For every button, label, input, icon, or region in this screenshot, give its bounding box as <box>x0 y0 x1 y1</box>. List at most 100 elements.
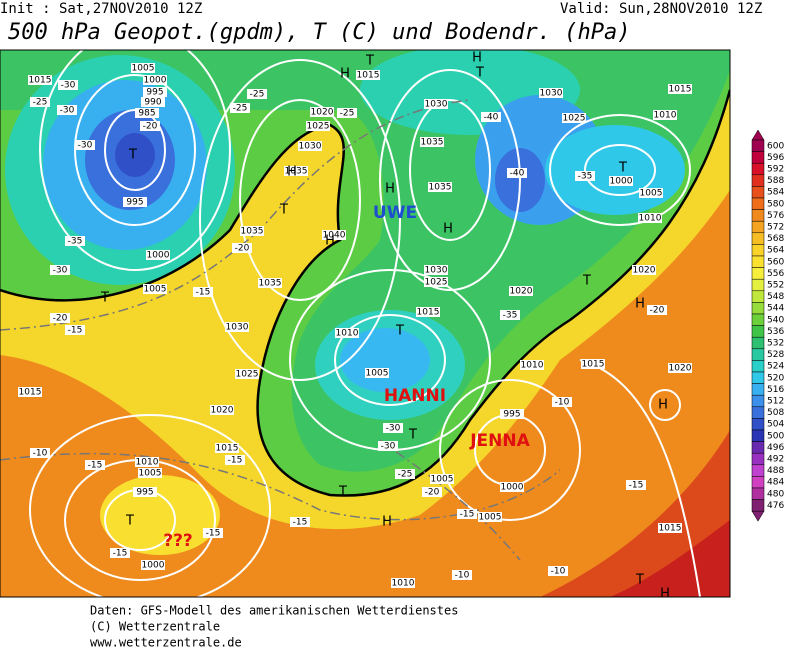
isobar-label: 1035 <box>285 167 308 177</box>
label-box <box>28 75 52 85</box>
pressure-center: T <box>635 573 644 588</box>
temperature-label: -25 <box>250 90 265 100</box>
footer-line: Daten: GFS-Modell des amerikanischen Wet… <box>90 604 458 618</box>
colorbar-label: 576 <box>767 211 784 221</box>
label-box <box>478 512 502 522</box>
footer-line: www.wetterzentrale.de <box>90 636 242 648</box>
label-box <box>609 176 633 186</box>
temperature-label: -10 <box>455 571 470 581</box>
colorbar-swatch <box>751 197 765 210</box>
colorbar-label: 588 <box>767 176 784 186</box>
isobar-label: 1020 <box>633 266 656 276</box>
isobar-label: 1015 <box>659 524 682 534</box>
label-box <box>18 387 42 397</box>
temperature-label: -35 <box>578 172 593 182</box>
label-box <box>30 448 50 458</box>
label-box <box>225 455 245 465</box>
pressure-center: T <box>475 66 484 81</box>
pressure-center: T <box>395 324 404 339</box>
colorbar-swatch <box>751 371 765 384</box>
isobar-label: 995 <box>503 410 520 420</box>
label-box <box>647 305 667 315</box>
colorbar-label: 556 <box>767 269 784 279</box>
label-box <box>203 528 223 538</box>
colorbar-swatch <box>751 476 765 489</box>
label-box <box>235 369 259 379</box>
colorbar-swatch <box>751 290 765 303</box>
label-box <box>240 226 264 236</box>
isobar-label: 995 <box>146 88 163 98</box>
colorbar-swatch <box>751 151 765 164</box>
label-box <box>452 570 472 580</box>
label-box <box>668 84 692 94</box>
temperature-label: -35 <box>68 237 83 247</box>
pressure-center: H <box>472 51 482 66</box>
pressure-center: T <box>100 291 109 306</box>
isobar-label: 1030 <box>299 142 322 152</box>
colorbar-label: 500 <box>767 431 784 441</box>
pressure-center: H <box>340 67 350 82</box>
map-title: 500 hPa Geopot.(gpdm), T (C) und Bodendr… <box>8 20 631 45</box>
pressure-center: H <box>385 182 395 197</box>
pressure-center: H <box>658 398 668 413</box>
label-box <box>430 474 454 484</box>
label-box <box>143 75 167 85</box>
colorbar-label: 564 <box>767 246 784 256</box>
label-box <box>298 141 322 151</box>
colorbar-label: 508 <box>767 408 784 418</box>
system-name: HANNI <box>384 386 446 406</box>
isobar-label: 1015 <box>582 360 605 370</box>
temperature-label: -10 <box>33 449 48 459</box>
temperature-label: -15 <box>196 288 211 298</box>
map-field <box>0 50 730 597</box>
label-box <box>337 108 357 118</box>
colorbar-swatch <box>751 325 765 338</box>
colorbar-label: 504 <box>767 420 784 430</box>
isobar-label: 1010 <box>336 329 359 339</box>
temperature-label: -15 <box>293 518 308 528</box>
colorbar-label: 496 <box>767 443 784 453</box>
colorbar-swatch <box>751 383 765 396</box>
label-box <box>500 482 524 492</box>
colorbar-swatch <box>751 452 765 466</box>
isobar-label: 1010 <box>136 458 159 468</box>
temperature-label: -20 <box>53 314 68 324</box>
isobar-label: 1015 <box>357 71 380 81</box>
label-box <box>383 423 403 433</box>
pressure-center: H <box>325 234 335 249</box>
isobar-label: 995 <box>126 198 143 208</box>
label-box <box>232 243 252 253</box>
label-box <box>356 70 380 80</box>
temperature-label: -15 <box>228 456 243 466</box>
isobar-label: 1005 <box>640 189 663 199</box>
colorbar-swatch <box>751 232 765 245</box>
isobar-label: 985 <box>138 109 155 119</box>
isobar-label: 1000 <box>147 251 170 261</box>
colorbar-label: 560 <box>767 257 784 267</box>
label-box <box>58 80 78 90</box>
colorbar-label: 528 <box>767 350 784 360</box>
label-box <box>639 188 663 198</box>
pressure-center: T <box>408 428 417 443</box>
label-box <box>653 110 677 120</box>
label-box <box>135 108 159 118</box>
label-box <box>123 197 147 207</box>
label-box <box>457 509 477 519</box>
label-box <box>335 328 359 338</box>
colorbar-swatch <box>751 302 765 315</box>
colorbar-swatch <box>751 174 765 187</box>
label-box <box>658 523 682 533</box>
label-box <box>50 313 70 323</box>
label-box <box>509 286 533 296</box>
colorbar-swatch <box>751 139 765 152</box>
label-box <box>258 278 282 288</box>
label-box <box>424 277 448 287</box>
system-name: UWE <box>373 203 417 223</box>
label-box <box>110 548 130 558</box>
label-box <box>141 97 165 107</box>
isobar-label: 1000 <box>501 483 524 493</box>
colorbar-label: 552 <box>767 281 784 291</box>
temperature-label: -20 <box>425 488 440 498</box>
colorbar-swatch <box>751 267 765 280</box>
